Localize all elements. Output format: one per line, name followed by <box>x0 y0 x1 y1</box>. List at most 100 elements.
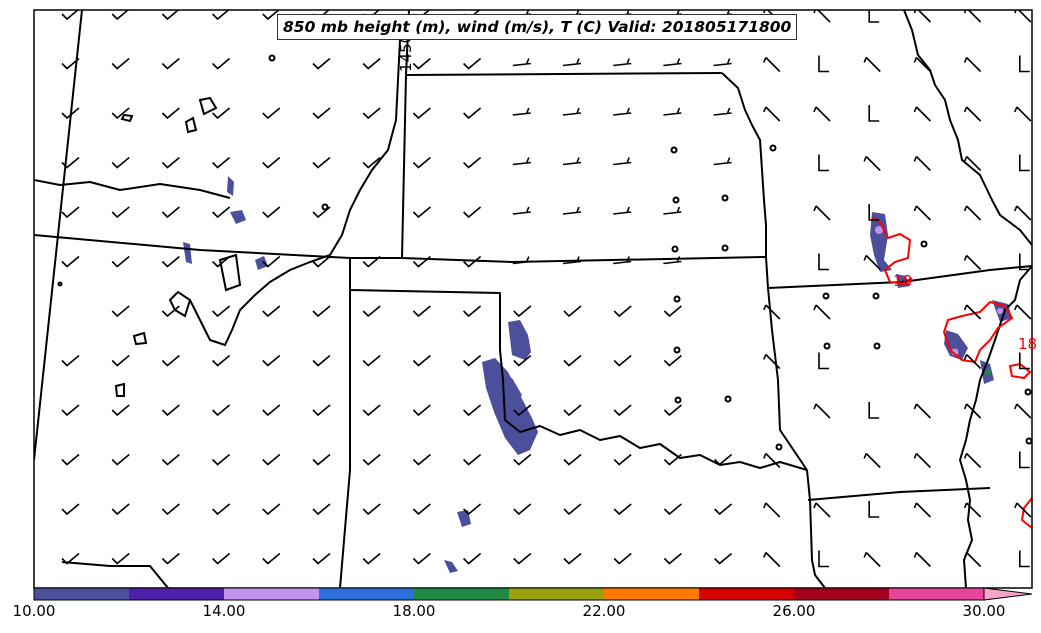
wind-barb <box>613 305 632 318</box>
wind-barb <box>61 156 80 169</box>
wind-barb <box>913 502 931 518</box>
wind-barb <box>613 453 632 466</box>
wind-barb <box>512 107 531 116</box>
wind-barb <box>161 404 180 417</box>
wind-barb <box>863 155 881 172</box>
colorbar-segment <box>889 588 985 600</box>
wind-barb <box>312 255 331 268</box>
wind-barb <box>763 551 781 568</box>
wind-barb <box>1019 55 1030 73</box>
wind-barb <box>412 107 431 120</box>
wind-barb <box>813 403 831 419</box>
wind-barb <box>161 156 180 169</box>
wind-barb <box>362 107 381 120</box>
wind-barb <box>412 552 431 565</box>
wind-barb <box>161 206 180 219</box>
wind-barb <box>1014 106 1032 122</box>
wind-barb <box>212 156 231 169</box>
wind-barb <box>863 56 881 73</box>
wind-barb <box>963 403 982 419</box>
wind-barb <box>963 551 982 568</box>
wind-barb <box>714 453 733 466</box>
wind-barb <box>763 502 781 518</box>
wind-barb <box>512 256 531 265</box>
wind-barb <box>763 106 781 122</box>
colorbar-segment <box>604 588 700 600</box>
wind-barb <box>312 156 331 169</box>
wind-barb <box>913 551 931 568</box>
wind-barb <box>61 107 80 120</box>
temperature-contour-label: 18 <box>893 272 912 290</box>
wind-barb <box>863 254 881 271</box>
wind-barb <box>663 305 682 318</box>
wind-barb <box>868 204 880 221</box>
wind-barb <box>963 304 982 320</box>
wind-barb <box>111 57 130 70</box>
wind-barb <box>61 57 80 70</box>
wind-barb <box>863 551 881 568</box>
wind-barb <box>111 404 130 417</box>
wind-barb <box>663 552 682 565</box>
wind-barb <box>963 254 982 271</box>
wind-barb <box>362 552 381 565</box>
wind-barb <box>463 305 482 318</box>
wind-barb <box>963 353 982 370</box>
wind-barb <box>713 58 732 67</box>
wind-barb <box>111 453 130 466</box>
wind-barb <box>362 255 381 268</box>
wind-barb <box>212 503 231 516</box>
wind-barb <box>713 107 732 116</box>
wind-barb <box>463 354 482 367</box>
wind-barb <box>963 205 982 221</box>
wind-barb <box>362 354 381 367</box>
height-contours <box>114 39 401 397</box>
wind-barb <box>312 206 331 219</box>
wind-barb <box>563 354 582 367</box>
colorbar-tick-label: 30.00 <box>962 602 1006 620</box>
wind-barb <box>262 255 281 268</box>
wind-barb <box>262 354 281 367</box>
wind-barb <box>463 156 482 169</box>
wind-barb <box>111 206 130 219</box>
wind-barb <box>868 501 880 518</box>
wind-barb <box>111 107 130 120</box>
wind-barb <box>818 154 829 172</box>
colorbar-segment <box>699 588 795 600</box>
wind-barb <box>262 107 281 120</box>
wind-barb <box>111 156 130 169</box>
colorbar-segment <box>34 588 130 600</box>
wind-barb <box>813 205 831 221</box>
wind-barb <box>512 58 531 67</box>
wind-barb <box>312 453 331 466</box>
wind-barb <box>562 256 582 265</box>
wind-barb <box>513 305 532 318</box>
wind-barb <box>111 503 130 516</box>
wind-barb <box>663 404 682 417</box>
calm-wind-markers <box>57 54 1032 451</box>
wind-barb <box>161 453 180 466</box>
wind-barb <box>212 305 231 318</box>
wind-barb <box>513 404 532 417</box>
map-frame <box>33 9 1033 589</box>
wind-barb <box>212 57 231 70</box>
colorbar-segment <box>414 588 510 600</box>
wind-barb <box>613 404 632 417</box>
wind-barb <box>111 305 130 318</box>
wind-barb <box>512 206 531 215</box>
wind-barb <box>763 304 781 320</box>
wind-barb <box>663 206 682 215</box>
wind-barb <box>362 404 381 417</box>
wind-barb <box>613 503 632 516</box>
wind-barb <box>563 453 582 466</box>
wind-barb <box>212 453 231 466</box>
wind-barb <box>663 453 682 466</box>
state-boundaries <box>34 10 1032 588</box>
wind-barb <box>212 552 231 565</box>
wind-barb <box>61 255 80 268</box>
temperature-contour-label: 18 <box>1018 335 1037 353</box>
temperature-contours <box>871 217 1032 529</box>
wind-barb <box>312 404 331 417</box>
wind-barb <box>362 156 381 169</box>
wind-barb <box>212 255 231 268</box>
